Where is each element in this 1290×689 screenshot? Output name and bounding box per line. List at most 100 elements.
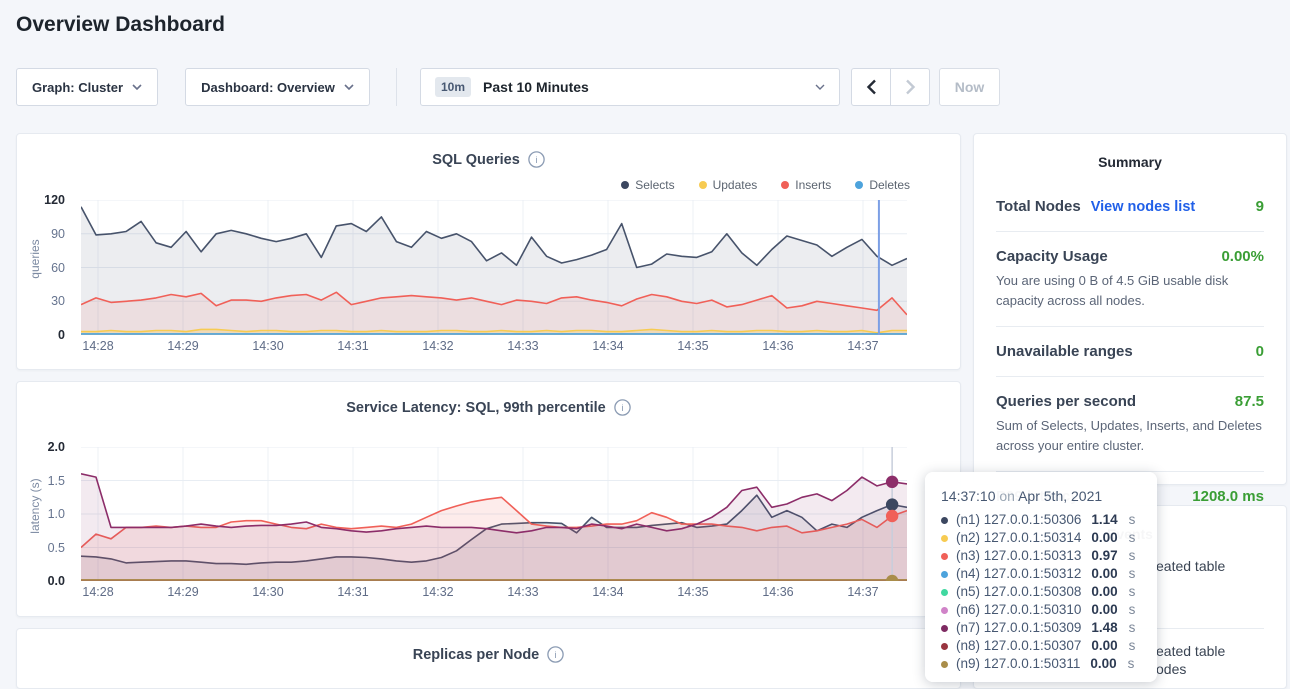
node-latency-unit: s (1128, 584, 1136, 599)
tooltip-node-row: (n7) 127.0.0.1:50309 1.48 s (941, 619, 1143, 637)
x-axis-tick: 14:29 (167, 339, 199, 353)
divider (996, 376, 1264, 377)
node-color-dot-icon (941, 624, 948, 632)
graph-dropdown[interactable]: Graph: Cluster (16, 68, 158, 106)
legend-label: Selects (635, 178, 675, 192)
chevron-down-icon (815, 84, 825, 90)
node-color-dot-icon (941, 570, 948, 578)
x-axis-tick: 14:37 (847, 339, 879, 353)
info-icon[interactable]: i (614, 399, 631, 416)
replicas-per-node-card: Replicas per Node i (16, 628, 961, 689)
y-axis-tick: 0.5 (47, 540, 65, 555)
unavailable-ranges-value: 0 (1255, 343, 1264, 360)
chevron-down-icon (344, 84, 354, 90)
x-axis-tick: 14:31 (337, 339, 369, 353)
time-back-button[interactable] (851, 68, 891, 106)
x-axis-tick: 14:32 (422, 339, 454, 353)
tooltip-node-row: (n4) 127.0.0.1:50312 0.00 s (941, 565, 1143, 583)
total-nodes-value: 9 (1255, 198, 1264, 215)
x-axis-tick: 14:33 (507, 585, 539, 599)
x-axis-ticks: 14:28 14:29 14:30 14:31 14:32 14:33 14:34 14:35… (81, 339, 907, 355)
svg-text:i: i (535, 155, 537, 166)
event-text-fragment: eated table (1156, 558, 1226, 574)
node-color-dot-icon (941, 588, 948, 596)
node-latency-unit: s (1128, 602, 1136, 617)
y-axis-tick: 0 (58, 328, 65, 342)
dashboard-dropdown-label: Dashboard: Overview (201, 79, 335, 95)
legend-item-selects[interactable]: Selects (621, 178, 675, 192)
node-color-dot-icon (941, 606, 948, 614)
y-axis-ticks: 0.0 0.5 1.0 1.5 2.0 (17, 440, 75, 588)
toolbar-divider (396, 68, 397, 106)
node-latency-value: 0.00 (1091, 530, 1118, 545)
x-axis-tick: 14:30 (252, 339, 284, 353)
legend-item-inserts[interactable]: Inserts (781, 178, 831, 192)
chart-hover-tooltip: 14:37:10 on Apr 5th, 2021 (n1) 127.0.0.1… (925, 472, 1157, 682)
node-color-dot-icon (941, 534, 948, 542)
y-axis-tick: 2.0 (47, 440, 65, 454)
tooltip-node-row: (n5) 127.0.0.1:50308 0.00 s (941, 583, 1143, 601)
node-latency-unit: s (1128, 620, 1136, 635)
event-text-fragment: eated table (1156, 643, 1226, 659)
x-axis-tick: 14:37 (847, 585, 879, 599)
x-axis-tick: 14:34 (592, 339, 624, 353)
legend-item-updates[interactable]: Updates (698, 178, 757, 192)
node-address: (n6) 127.0.0.1:50310 (956, 602, 1082, 617)
time-forward-button[interactable] (890, 68, 930, 106)
info-icon[interactable]: i (547, 646, 564, 663)
tooltip-node-row: (n8) 127.0.0.1:50307 0.00 s (941, 637, 1143, 655)
node-latency-value: 1.48 (1091, 620, 1118, 635)
qps-label: Queries per second (996, 393, 1137, 410)
y-axis-tick: 90 (51, 226, 65, 241)
time-range-select[interactable]: 10m Past 10 Minutes (420, 68, 840, 106)
x-axis-ticks: 14:28 14:29 14:30 14:31 14:32 14:33 14:34 14:35… (81, 585, 907, 601)
legend-dot-icon (855, 181, 864, 189)
legend-item-deletes[interactable]: Deletes (855, 178, 910, 192)
view-nodes-list-link[interactable]: View nodes list (1090, 199, 1196, 215)
y-axis-tick: 0.0 (47, 574, 65, 588)
sql-queries-plot[interactable] (81, 200, 907, 335)
now-button[interactable]: Now (939, 68, 1000, 106)
legend-dot-icon (781, 181, 790, 189)
graph-dropdown-label: Graph: Cluster (31, 79, 123, 95)
sql-queries-legend: Selects Updates Inserts Deletes (621, 178, 910, 192)
y-axis-tick: 1.5 (47, 473, 65, 488)
y-axis-tick: 30 (51, 294, 65, 309)
tooltip-node-row: (n6) 127.0.0.1:50310 0.00 s (941, 601, 1143, 619)
summary-heading: Summary (1098, 154, 1162, 170)
x-axis-tick: 14:36 (762, 585, 794, 599)
node-address: (n9) 127.0.0.1:50311 (956, 656, 1081, 671)
node-color-dot-icon (941, 552, 948, 560)
x-axis-tick: 14:35 (677, 585, 709, 599)
dashboard-dropdown[interactable]: Dashboard: Overview (185, 68, 370, 106)
node-color-dot-icon (941, 642, 948, 650)
tooltip-node-row: (n2) 127.0.0.1:50314 0.00 s (941, 529, 1143, 547)
node-latency-value: 0.00 (1091, 602, 1118, 617)
page-title: Overview Dashboard (16, 13, 225, 36)
info-icon[interactable]: i (528, 151, 545, 168)
node-address: (n1) 127.0.0.1:50306 (956, 512, 1082, 527)
node-latency-value: 0.00 (1091, 566, 1118, 581)
node-latency-unit: s (1128, 530, 1136, 545)
x-axis-tick: 14:31 (337, 585, 369, 599)
legend-dot-icon (698, 181, 707, 189)
service-latency-card: Service Latency: SQL, 99th percentile i … (16, 381, 961, 617)
node-address: (n5) 127.0.0.1:50308 (956, 584, 1082, 599)
node-latency-value: 0.00 (1091, 638, 1118, 653)
y-axis-tick: 60 (51, 260, 65, 275)
node-latency-value: 1.14 (1091, 512, 1118, 527)
summary-panel: Summary Total Nodes View nodes list 9 Ca… (973, 133, 1287, 505)
node-address: (n4) 127.0.0.1:50312 (956, 566, 1082, 581)
x-axis-tick: 14:28 (82, 585, 114, 599)
svg-text:i: i (555, 650, 557, 661)
node-address: (n8) 127.0.0.1:50307 (956, 638, 1082, 653)
capacity-usage-label: Capacity Usage (996, 248, 1108, 265)
service-latency-plot[interactable] (81, 447, 907, 581)
node-latency-unit: s (1128, 512, 1136, 527)
legend-dot-icon (621, 181, 630, 189)
sql-queries-title: SQL Queries (432, 151, 520, 168)
time-range-badge: 10m (435, 77, 472, 97)
x-axis-tick: 14:35 (677, 339, 709, 353)
node-address: (n3) 127.0.0.1:50313 (956, 548, 1082, 563)
divider (996, 231, 1264, 232)
